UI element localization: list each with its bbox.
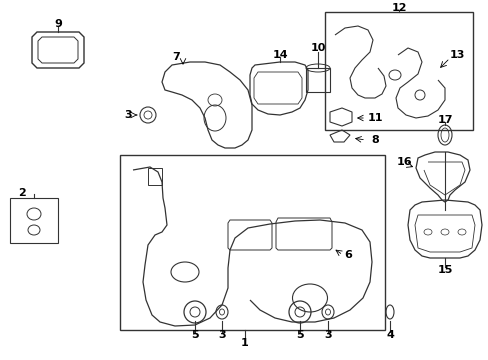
Text: 12: 12 — [390, 3, 406, 13]
Text: 6: 6 — [344, 250, 351, 260]
Text: 8: 8 — [370, 135, 378, 145]
Text: 2: 2 — [18, 188, 26, 198]
Text: 1: 1 — [241, 338, 248, 348]
Text: 17: 17 — [436, 115, 452, 125]
Text: 9: 9 — [54, 19, 62, 29]
Text: 10: 10 — [310, 43, 325, 53]
Text: 3: 3 — [124, 110, 132, 120]
Text: 4: 4 — [385, 330, 393, 340]
Text: 14: 14 — [272, 50, 287, 60]
Text: 5: 5 — [191, 330, 199, 340]
Text: 15: 15 — [436, 265, 452, 275]
Text: 13: 13 — [449, 50, 465, 60]
Text: 11: 11 — [366, 113, 382, 123]
Text: 3: 3 — [324, 330, 331, 340]
Text: 5: 5 — [296, 330, 303, 340]
Text: 7: 7 — [172, 52, 180, 62]
Text: 16: 16 — [396, 157, 412, 167]
Text: 3: 3 — [218, 330, 225, 340]
